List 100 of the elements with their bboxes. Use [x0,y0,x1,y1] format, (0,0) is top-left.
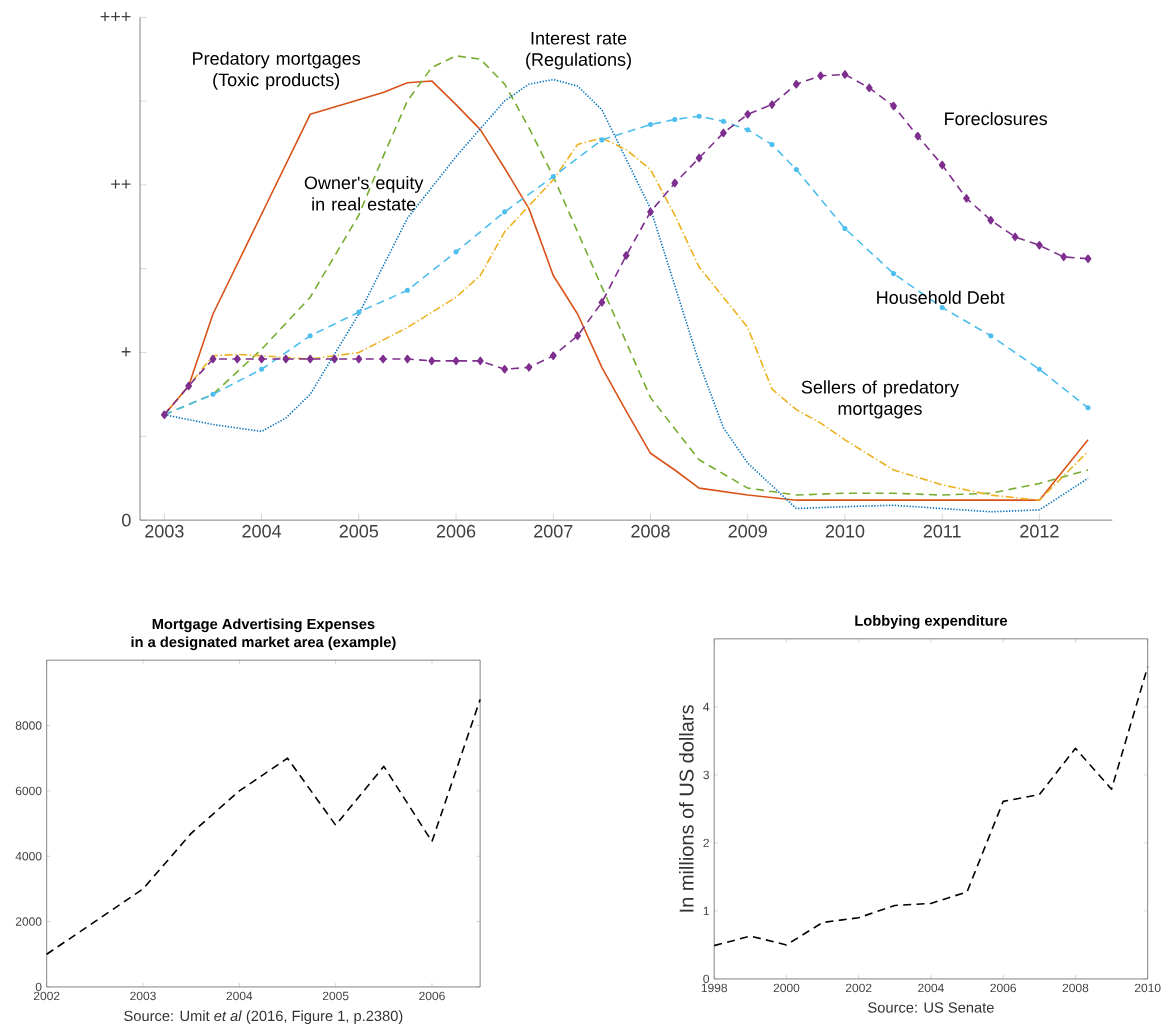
series-label: Predatory mortgages (Toxic products) [193,51,361,90]
point [817,71,825,81]
point [720,118,726,124]
point [1036,366,1042,372]
x-tick-label: 2012 [1020,524,1059,538]
point [696,113,702,119]
line-series [45,698,481,956]
point [841,70,849,79]
x-tick-label: 2005 [339,524,379,538]
point [938,160,946,170]
x-tick-label: 2004 [242,524,282,538]
point [502,209,508,215]
x-tick-label: 1998 [701,983,728,993]
x-tick-label: 2002 [845,983,872,993]
source-note: Source: Umit et al (2016, Figure 1, p.2380) [124,1010,403,1024]
y-tick-label: 2 [703,838,709,848]
x-tick-label: 2009 [728,524,767,538]
x-tick-label: 2000 [773,983,800,993]
point [745,127,751,133]
point [476,356,484,366]
y-axis-title: In millions of US dollars [678,705,694,912]
point [890,101,897,111]
text: +++ [100,12,131,21]
point [939,304,945,311]
point [744,110,752,119]
x-tick-label: 2002 [33,991,60,1001]
x-tick-label: 2004 [226,991,253,1001]
x-tick-label: 2007 [534,524,573,538]
text: 0 [122,513,131,527]
point [356,309,362,315]
point [914,131,922,141]
point [452,356,460,366]
series-label: Sellers of predatory mortgages [801,380,959,419]
x-tick-label: 2011 [923,524,961,538]
point [379,354,387,364]
y-tick-label: 3 [703,770,709,780]
point [428,356,436,366]
series-label: Household Debt [877,290,1005,304]
point [1036,241,1043,250]
point [793,167,799,173]
point [891,271,897,277]
chart-title: Mortgage Advertising Expenses [152,618,375,633]
point [769,142,775,148]
y-tick-label: 1 [703,906,709,916]
point [792,79,800,89]
y-tick-label: 6000 [15,786,42,796]
x-tick-label: 2003 [130,991,156,1001]
point [768,100,776,109]
x-tick-label: 2004 [918,983,944,993]
point [185,381,193,391]
x-tick-label: 2006 [419,991,445,1001]
source-note: Source: US Senate [868,1002,994,1013]
point [282,354,290,364]
point [599,137,605,143]
point [672,116,678,123]
point [233,354,241,364]
x-tick-label: 2010 [825,524,865,538]
point [647,122,654,128]
point [210,391,216,397]
point [987,215,995,225]
point [598,298,606,307]
point [574,331,581,341]
x-tick-label: 2008 [1062,983,1089,993]
y-tick-label: 0 [703,974,710,984]
point [988,333,994,339]
x-tick-label: 2005 [322,991,349,1001]
point [1060,252,1068,262]
point [1011,232,1019,242]
chart-subtitle: in a designated market area (example) [131,636,396,651]
point [671,178,679,188]
y-tick-label: 4 [703,702,710,712]
point [404,287,410,293]
point [331,354,338,364]
point [1084,254,1092,264]
point [720,128,727,138]
point [209,354,217,364]
x-tick-label: 2006 [990,983,1017,993]
point [842,226,848,232]
point [355,354,363,364]
x-tick-label: 2006 [436,524,476,538]
point [525,363,533,372]
series-label: Foreclosures [945,111,1048,126]
y-tick-label: 2000 [15,917,42,926]
point [258,354,265,364]
point [1085,405,1091,411]
point [963,194,970,203]
point [306,354,314,364]
point [647,207,654,217]
series-label: Interest rate (Regulations) [526,32,631,70]
y-tick-label: 0 [35,982,42,992]
point [453,249,459,255]
point [404,354,411,364]
point [622,251,630,260]
point [865,83,873,93]
series-label: Owner's equity in real estate [304,176,424,211]
point [695,153,703,163]
x-tick-label: 2010 [1134,983,1161,993]
x-tick-label: 2003 [145,524,184,538]
point [307,333,313,339]
point [549,351,557,361]
